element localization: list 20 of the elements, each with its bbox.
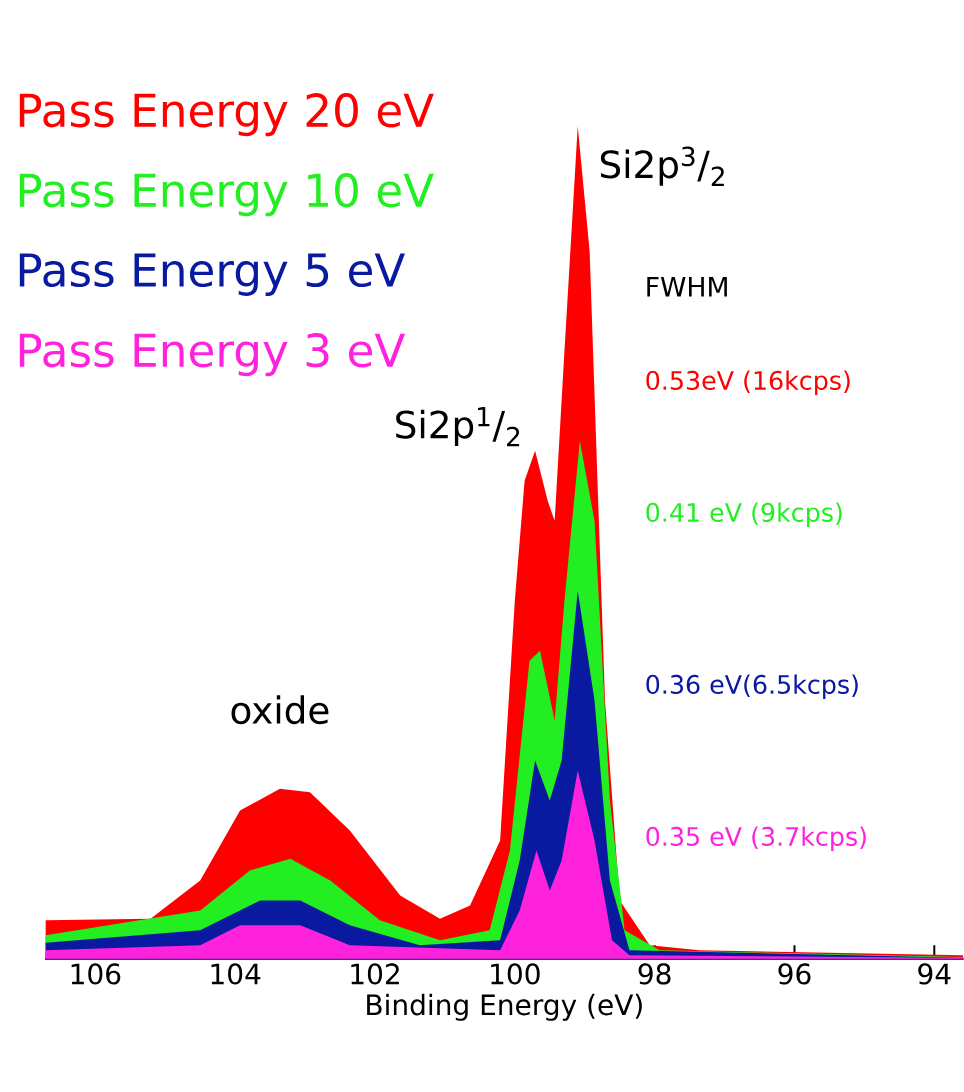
x-tick-label: 94: [918, 963, 951, 985]
x-axis-title: Binding Energy (eV): [367, 993, 642, 1021]
x-tick-label: 104: [211, 963, 261, 985]
x-tick-label: 102: [351, 963, 399, 985]
annotation: 0.53eV (16kcps): [646, 370, 850, 395]
text: Pass Energy 10 eV: [19, 173, 434, 217]
annotation: Si2p$^{1}$/$_{2}$: [396, 407, 520, 447]
x-tick-label: 100: [491, 963, 540, 985]
x-tick-label: 96: [778, 963, 811, 985]
annotation: 0.36 eV(6.5kcps): [646, 674, 858, 699]
x-tick-label: 98: [638, 963, 671, 985]
annotation: 0.35 eV (3.7kcps): [646, 826, 866, 851]
x-tick-label: 106: [71, 963, 121, 985]
annotation: 0.41 eV (9kcps): [646, 502, 842, 527]
annotation: FWHM: [647, 276, 727, 297]
annotation: oxide: [231, 695, 329, 725]
text: Pass Energy 3 eV: [19, 333, 406, 377]
text: Pass Energy 5 eV: [19, 253, 406, 296]
text: Pass Energy 20 eV: [19, 93, 434, 137]
annotation: Si2p$^{3}$/$_{2}$: [600, 146, 724, 186]
